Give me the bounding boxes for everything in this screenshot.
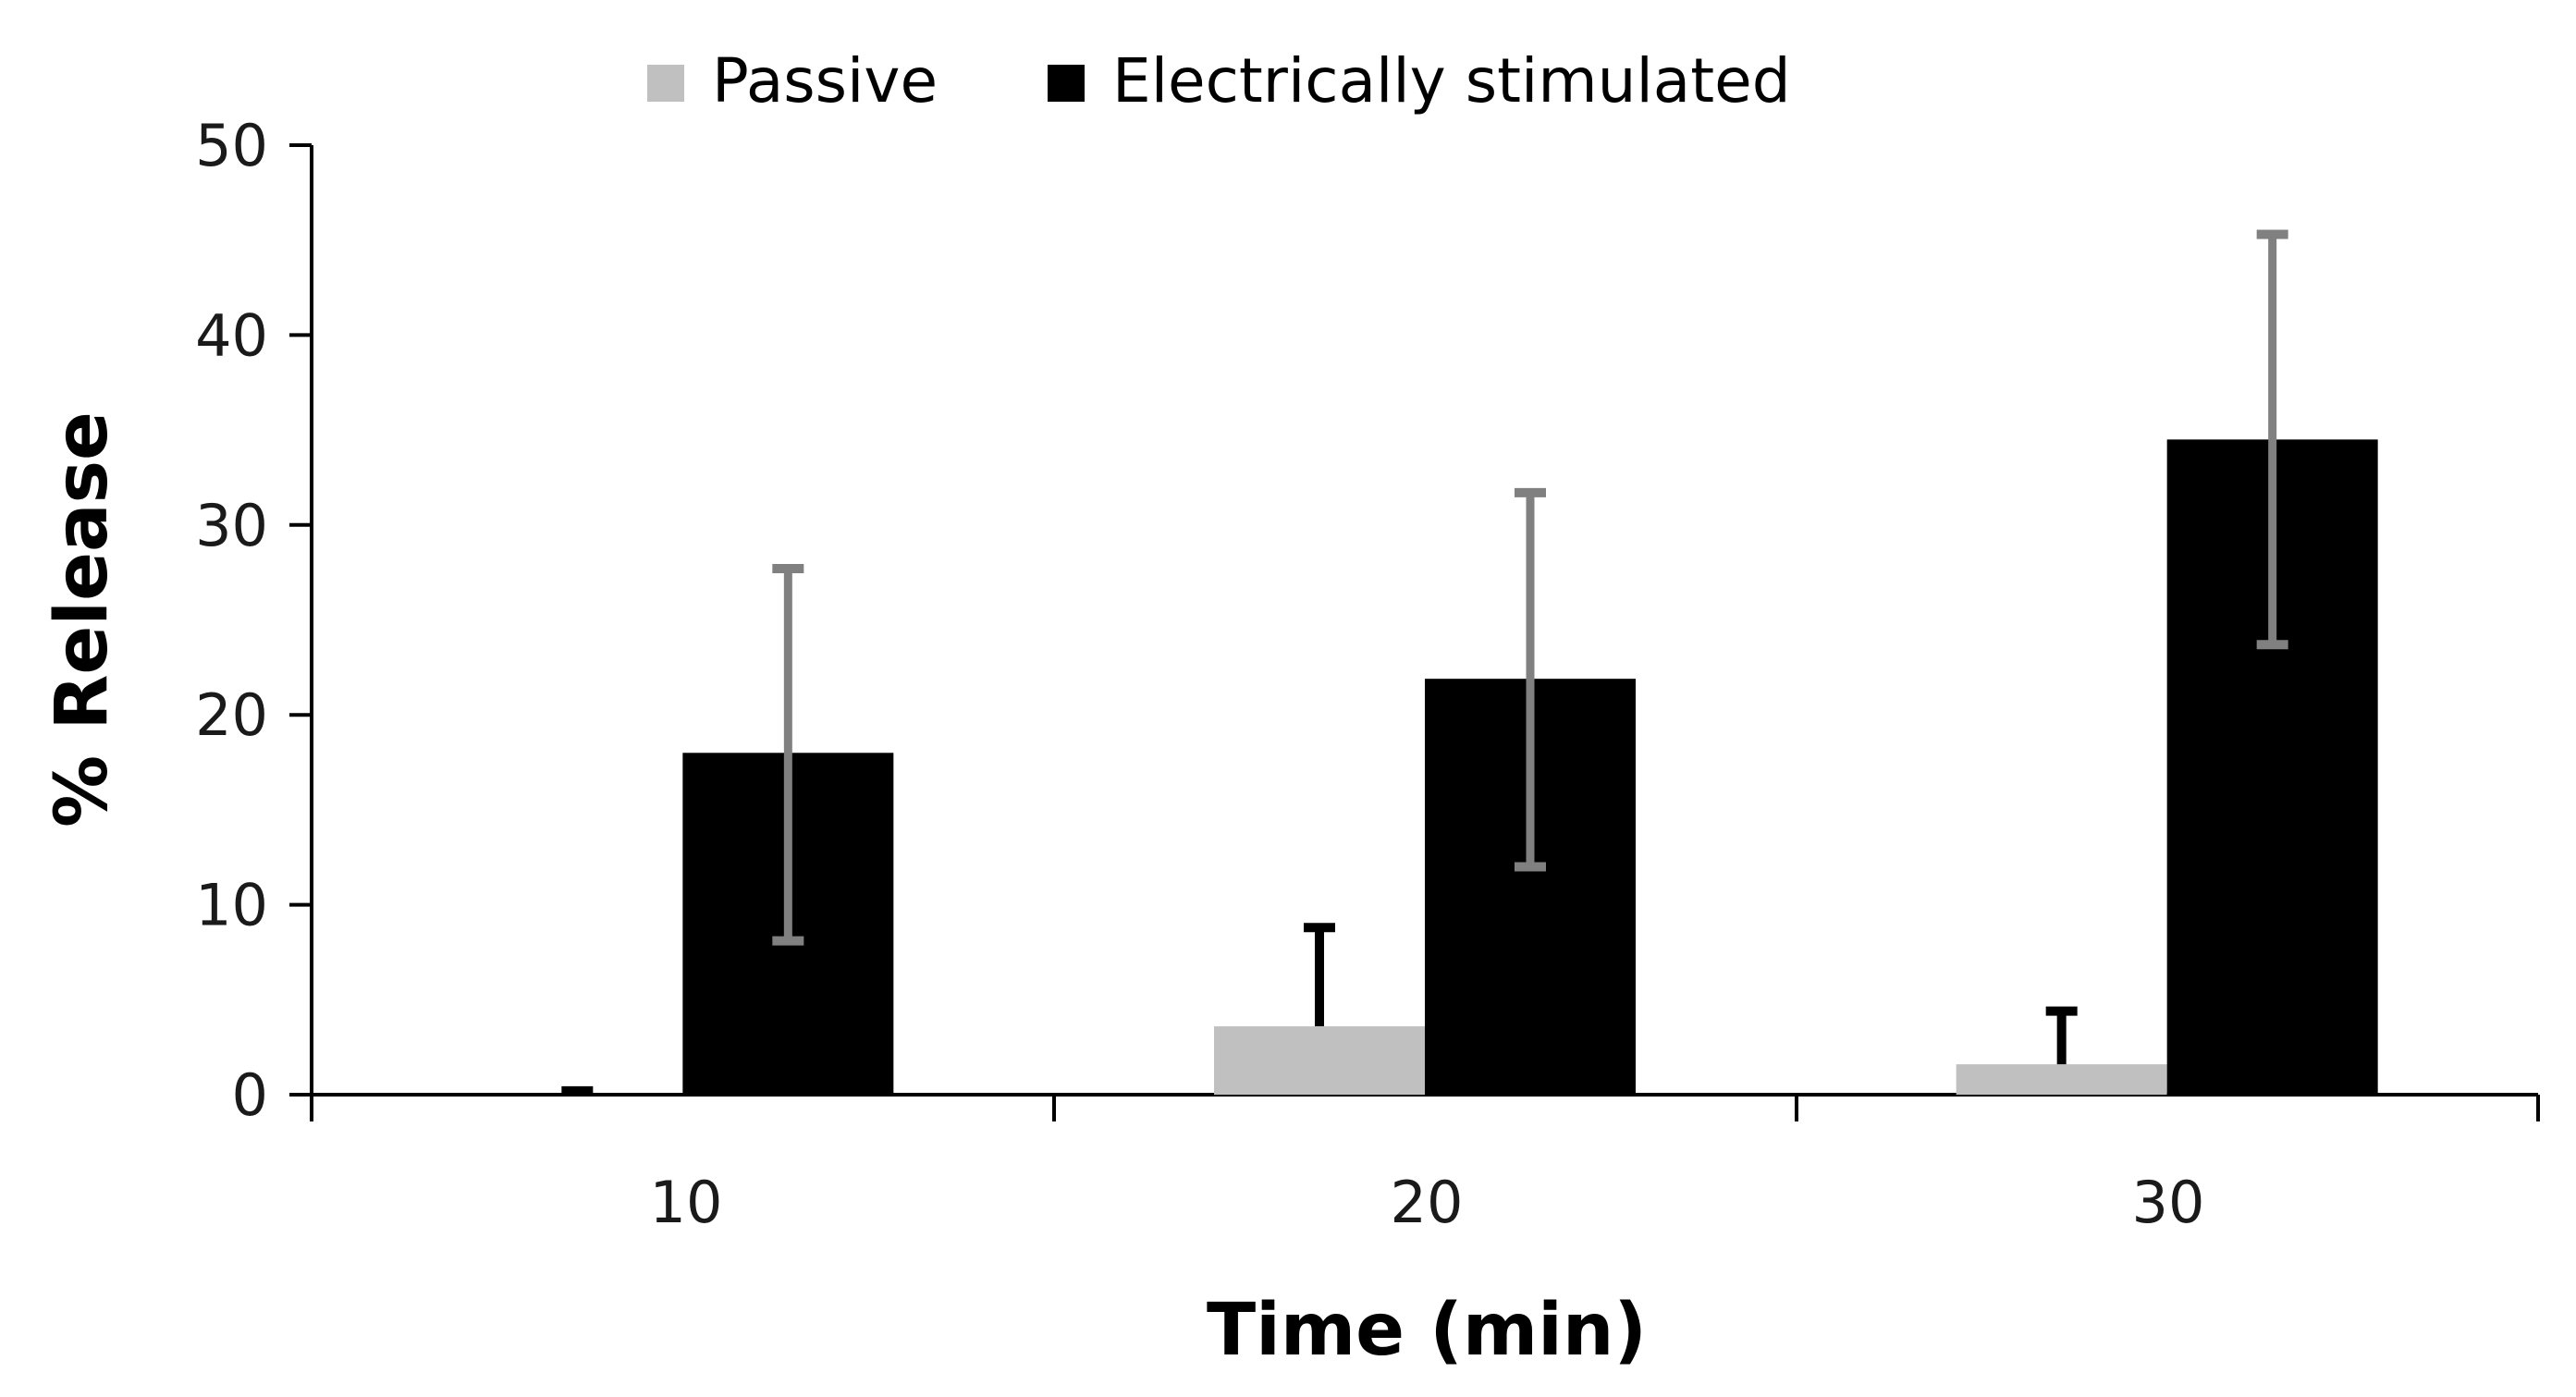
x-tick-label: 10 [650, 1169, 723, 1236]
legend: Passive Electrically stimulated [647, 45, 1791, 116]
error-bars [561, 229, 2288, 1096]
y-axis-title: % Release [41, 411, 124, 827]
bar-passive-30 [1956, 1064, 2167, 1095]
y-tick-label: 30 [195, 492, 268, 559]
x-tick-label: 30 [2132, 1169, 2205, 1236]
legend-swatch-passive [647, 65, 684, 102]
x-tick-label: 20 [1391, 1169, 1464, 1236]
bar-passive-20 [1214, 1026, 1425, 1095]
legend-label-electrically-stimulated: Electrically stimulated [1112, 45, 1791, 116]
y-tick-label: 40 [195, 301, 268, 369]
x-axis-title: Time (min) [1207, 1289, 1647, 1372]
y-tick-label: 10 [195, 872, 268, 939]
y-tick-label: 20 [195, 681, 268, 749]
bars [682, 439, 2378, 1095]
y-axis-ticks: 0 10 20 30 40 50 [195, 112, 312, 1129]
y-tick-label: 0 [232, 1061, 268, 1129]
legend-swatch-electrically-stimulated [1048, 65, 1085, 102]
y-tick-label: 50 [195, 112, 268, 179]
legend-label-passive: Passive [712, 45, 938, 116]
x-axis-ticks [310, 1095, 2540, 1121]
